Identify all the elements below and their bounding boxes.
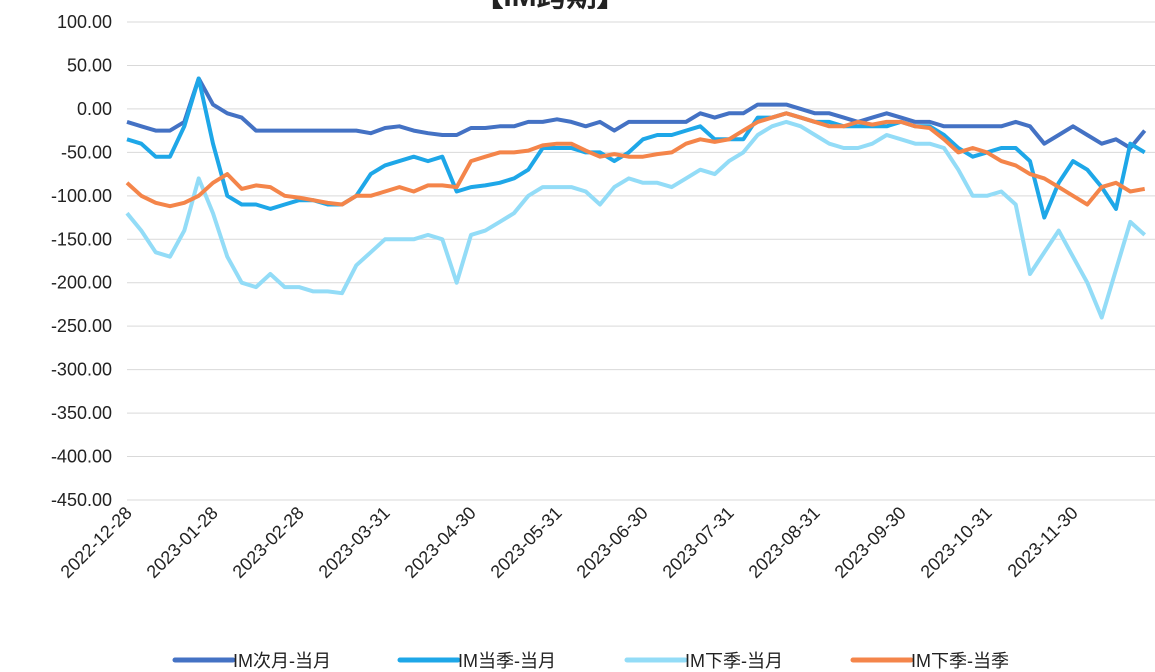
y-tick-label: -300.00	[51, 360, 112, 380]
y-tick-label: -50.00	[61, 142, 112, 162]
x-tick-label: 2023-06-30	[573, 503, 652, 582]
y-tick-label: 100.00	[57, 12, 112, 32]
y-tick-label: -200.00	[51, 273, 112, 293]
legend-label: IM次月-当月	[233, 651, 331, 671]
x-tick-label: 2023-08-31	[745, 503, 824, 582]
x-tick-label: 2023-05-31	[487, 503, 566, 582]
series-line	[126, 76, 1146, 220]
legend-label: IM下季-当季	[911, 651, 1009, 671]
series-line	[125, 119, 1147, 320]
x-tick-label: 2022-12-28	[57, 503, 136, 582]
y-tick-label: -350.00	[51, 403, 112, 423]
x-tick-label: 2023-04-30	[401, 503, 480, 582]
x-tick-label: 2023-09-30	[831, 503, 910, 582]
x-tick-label: 2023-11-30	[1004, 503, 1082, 581]
series-line	[126, 76, 1147, 150]
y-tick-label: -150.00	[51, 229, 112, 249]
x-tick-label: 2023-01-28	[143, 503, 222, 582]
y-tick-label: -400.00	[51, 447, 112, 467]
legend-label: IM下季-当月	[685, 651, 783, 671]
x-tick-label: 2023-02-28	[229, 503, 308, 582]
y-tick-label: -100.00	[51, 186, 112, 206]
y-tick-label: 50.00	[67, 55, 112, 75]
x-tick-label: 2023-10-31	[917, 503, 996, 582]
y-tick-label: -250.00	[51, 316, 112, 336]
x-tick-label: 2023-07-31	[659, 503, 738, 582]
chart-title: 【IM跨期】	[473, 0, 626, 13]
legend-label: IM当季-当月	[458, 651, 556, 671]
series-line	[125, 111, 1146, 209]
y-tick-label: 0.00	[77, 99, 112, 119]
y-tick-label: -450.00	[51, 490, 112, 510]
x-tick-label: 2023-03-31	[315, 503, 394, 582]
